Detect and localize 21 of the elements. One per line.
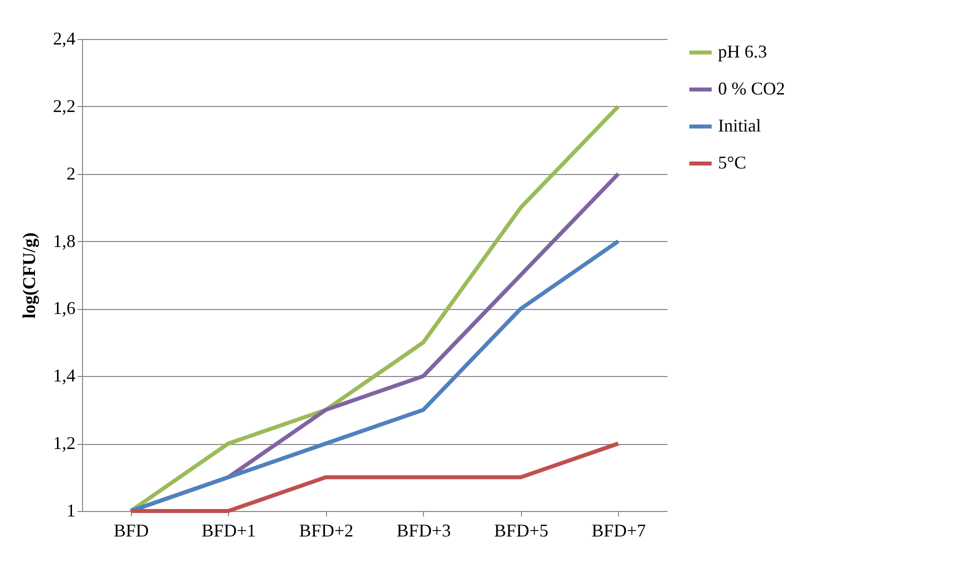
x-tick-label: BFD+2 [299, 520, 354, 540]
y-axis-title: log(CFU/g) [19, 232, 39, 318]
y-tick-label: 1,6 [53, 298, 76, 318]
legend-label: 5°C [718, 152, 746, 172]
x-tick-label: BFD+5 [494, 520, 548, 540]
y-tick-label: 2,2 [53, 96, 76, 116]
line-series [128, 239, 620, 513]
x-tick-label: BFD [114, 520, 149, 540]
legend-label: pH 6.3 [718, 42, 767, 62]
y-tick-label: 2,4 [53, 28, 76, 48]
y-tick-label: 1,4 [53, 366, 76, 386]
legend-label: Initial [718, 116, 761, 136]
y-tick-label: 1,8 [53, 230, 76, 251]
y-tick-label: 1,2 [53, 433, 76, 454]
line-series [128, 104, 620, 513]
x-tick-label: BFD+1 [202, 520, 256, 540]
x-tick-label: BFD+3 [396, 520, 451, 540]
x-tick-label: BFD+7 [592, 520, 646, 540]
legend-label: 0 % CO2 [718, 78, 785, 98]
y-tick-label: 1 [66, 500, 76, 520]
y-tick-label: 2 [66, 163, 76, 184]
